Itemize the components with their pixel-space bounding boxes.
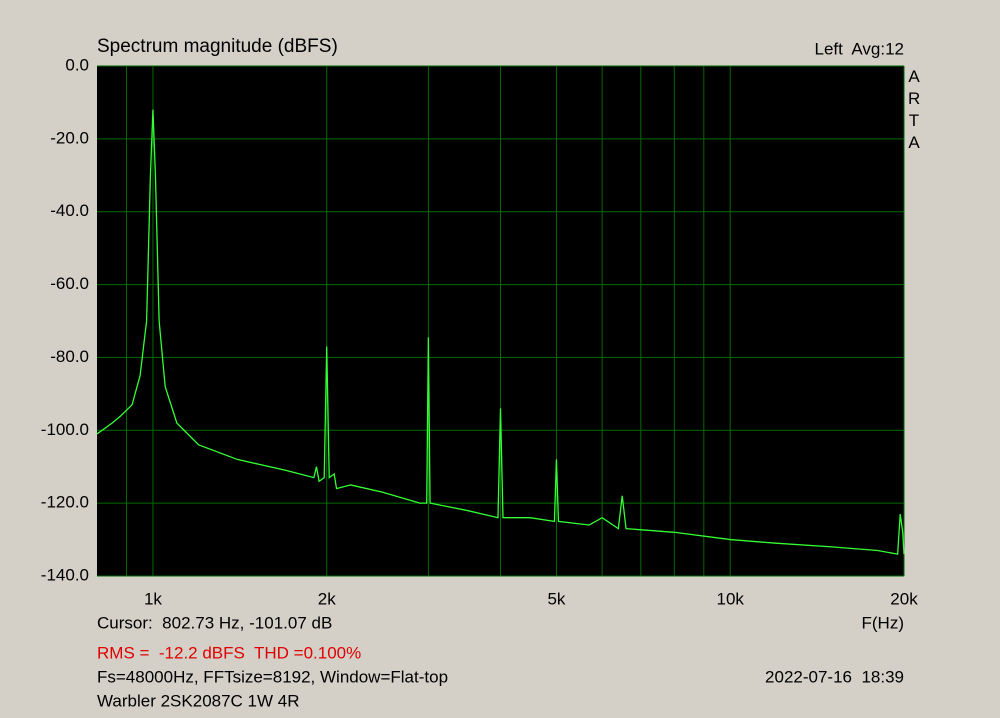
- side-label: ARTA: [908, 67, 921, 152]
- y-tick-label: -140.0: [41, 565, 89, 584]
- y-tick-label: -40.0: [50, 201, 89, 220]
- cursor-readout: Cursor: 802.73 Hz, -101.07 dB: [97, 613, 332, 632]
- settings: Fs=48000Hz, FFTsize=8192, Window=Flat-to…: [97, 667, 448, 686]
- channel-info: Left Avg:12: [815, 39, 904, 58]
- y-tick-label: 0.0: [65, 55, 89, 74]
- measurement: RMS = -12.2 dBFS THD =0.100%: [97, 643, 361, 662]
- x-tick-label: 20k: [890, 589, 918, 608]
- y-tick-label: -60.0: [50, 274, 89, 293]
- spectrum-line: [96, 109, 905, 555]
- x-tick-label: 5k: [547, 589, 565, 608]
- y-tick-label: -100.0: [41, 420, 89, 439]
- x-tick-label: 1k: [144, 589, 162, 608]
- y-tick-label: -80.0: [50, 347, 89, 366]
- y-tick-label: -20.0: [50, 128, 89, 147]
- timestamp: 2022-07-16 18:39: [765, 667, 904, 686]
- chart-title: Spectrum magnitude (dBFS): [97, 36, 338, 57]
- x-axis-label: F(Hz): [862, 613, 904, 632]
- x-tick-label: 2k: [318, 589, 336, 608]
- y-tick-label: -120.0: [41, 493, 89, 512]
- device: Warbler 2SK2087C 1W 4R: [97, 691, 300, 710]
- x-tick-label: 10k: [717, 589, 745, 608]
